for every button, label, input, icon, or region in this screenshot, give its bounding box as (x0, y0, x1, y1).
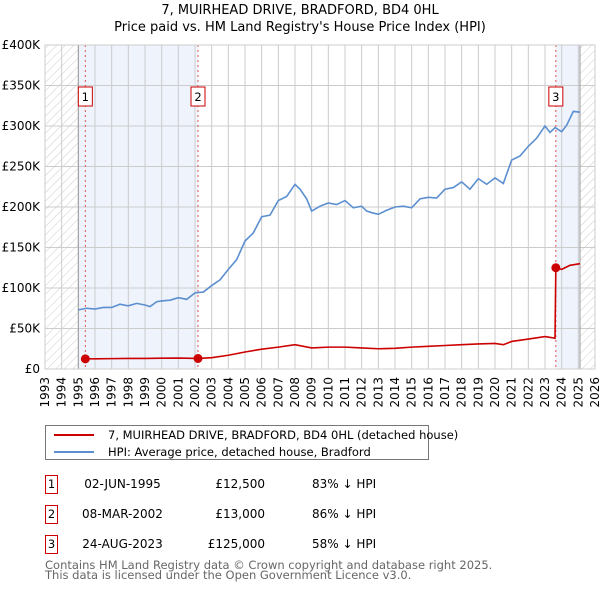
x-tick-label: 2023 (538, 377, 552, 408)
y-tick-label: £50K (9, 322, 41, 336)
x-tick-label: 2007 (271, 377, 285, 408)
annotation-box (190, 86, 206, 107)
annotation-label: 2 (194, 90, 201, 104)
y-tick-label: £100K (2, 281, 42, 295)
y-tick-label: £200K (2, 200, 42, 214)
transaction-point (80, 354, 90, 364)
x-tick-label: 2016 (421, 377, 435, 408)
transaction-date: 08-MAR-2002 (82, 507, 163, 521)
price-chart: 1993 1994 1995 1996 1997 1998 1999 2000 2001 2002… (2, 38, 600, 408)
transaction-price: £125,000 (207, 537, 265, 551)
x-tick-label: 2011 (338, 377, 352, 408)
transaction-point (551, 263, 561, 273)
plot-border (44, 44, 596, 370)
x-tick-label: 2019 (471, 377, 485, 408)
annotation-box (548, 86, 564, 107)
legend: 7, MUIRHEAD DRIVE, BRADFORD, BD4 0HL (de… (45, 425, 458, 460)
y-tick-label: £300K (2, 119, 42, 133)
x-tick-label: 2018 (455, 377, 469, 408)
x-tick-label: 1993 (38, 377, 52, 408)
x-tick-label: 2017 (438, 377, 452, 408)
x-tick-label: 2006 (255, 377, 269, 408)
x-tick-label: 1996 (88, 377, 102, 408)
x-tick-label: 2015 (405, 377, 419, 408)
annotation-box (77, 86, 93, 107)
x-tick-label: 2010 (321, 377, 335, 408)
x-tick-label: 1998 (121, 377, 135, 408)
transaction-hpi-diff: 86% ↓ HPI (312, 507, 377, 521)
y-tick-label: £250K (2, 160, 42, 174)
x-tick-label: 2014 (388, 377, 402, 408)
transaction-point (193, 353, 203, 363)
x-tick-label: 2000 (155, 377, 169, 408)
x-tick-label: 2009 (305, 377, 319, 408)
footer-licence: This data is licensed under the Open Gov… (45, 568, 412, 582)
x-tick-label: 1997 (105, 377, 119, 408)
transaction-hpi-diff: 83% ↓ HPI (312, 477, 377, 491)
x-tick-label: 1995 (71, 377, 85, 408)
chart-subtitle: Price paid vs. HM Land Registry's House … (114, 20, 486, 35)
hpi-line (78, 110, 581, 311)
property-price-line (85, 262, 581, 360)
x-tick-label: 2001 (171, 377, 185, 408)
transaction-price: £12,500 (215, 477, 265, 491)
x-tick-label: 2024 (555, 377, 569, 408)
x-tick-label: 1994 (55, 377, 69, 408)
x-tick-label: 2012 (355, 377, 369, 408)
x-tick-label: 2021 (505, 377, 519, 408)
annotation-label: 1 (82, 90, 89, 104)
x-tick-label: 2004 (221, 377, 235, 408)
x-tick-label: 2008 (288, 377, 302, 408)
x-tick-label: 2003 (205, 377, 219, 408)
transaction-hpi-diff: 58% ↓ HPI (312, 537, 377, 551)
y-tick-label: £350K (2, 79, 42, 93)
annotation-label: 3 (552, 90, 559, 104)
x-tick-label: 2002 (188, 377, 202, 408)
x-tick-label: 1999 (138, 377, 152, 408)
chart-title: 7, MUIRHEAD DRIVE, BRADFORD, BD4 0HL (161, 3, 439, 18)
x-tick-label: 2022 (521, 377, 535, 408)
x-tick-label: 2020 (488, 377, 502, 408)
x-tick-label: 2025 (571, 377, 585, 408)
transaction-price: £13,000 (215, 507, 265, 521)
x-tick-label: 2026 (588, 377, 600, 408)
transaction-number-badge: 2 (45, 505, 58, 524)
transaction-date: 24-AUG-2023 (82, 537, 163, 551)
y-tick-label: £150K (2, 241, 42, 255)
x-tick-label: 2013 (371, 377, 385, 408)
transaction-number-badge: 3 (45, 535, 58, 554)
transaction-number-badge: 1 (45, 475, 58, 494)
y-tick-label: £0 (25, 362, 40, 376)
transaction-date: 02-JUN-1995 (84, 477, 161, 491)
footer-copyright: Contains HM Land Registry data © Crown c… (45, 558, 493, 572)
x-tick-label: 2005 (238, 377, 252, 408)
y-tick-label: £400K (2, 38, 42, 52)
